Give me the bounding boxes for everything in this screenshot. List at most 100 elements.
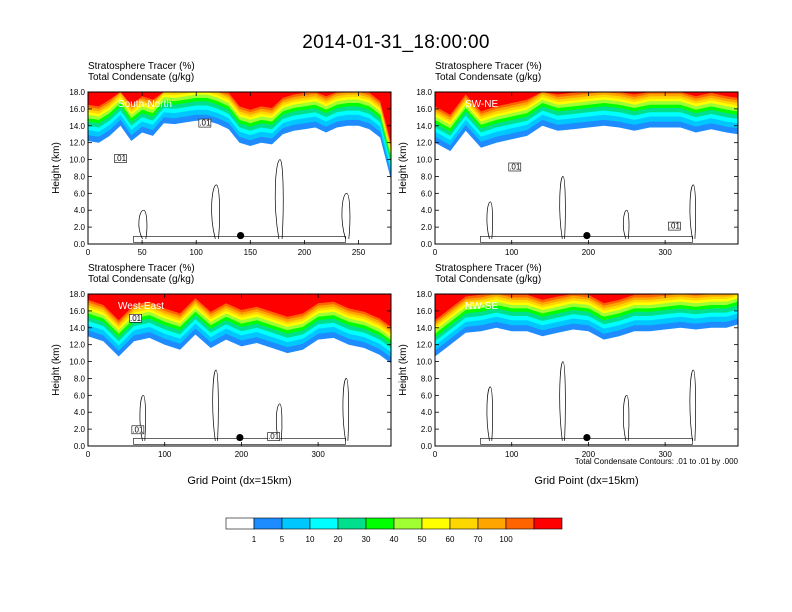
y-tick-label: 0.0 — [421, 240, 433, 249]
x-tick-label: 200 — [582, 450, 596, 459]
condensate-contour — [139, 394, 146, 441]
condensate-contour — [341, 192, 351, 240]
tracer-band — [435, 294, 738, 323]
contour-note: Total Condensate Contours: .01 to .01 by… — [575, 457, 739, 466]
plot-area: .01 .01 .01 West-East — [88, 294, 391, 446]
region-label: West-East — [118, 301, 164, 312]
condensate-contour — [211, 184, 220, 239]
colorbar-label: 30 — [362, 535, 371, 544]
x-tick-label: 0 — [433, 248, 438, 257]
condensate-contour — [486, 201, 493, 239]
y-tick-label: 10.0 — [69, 358, 85, 367]
y-tick-label: 18.0 — [416, 290, 432, 299]
y-tick-label: 0.0 — [74, 442, 86, 451]
y-tick-label: 8.0 — [74, 172, 86, 181]
x-tick-label: 150 — [244, 248, 258, 257]
panel-header-line: Total Condensate (g/kg) — [435, 274, 541, 285]
y-tick-label: 4.0 — [74, 206, 86, 215]
location-marker — [583, 231, 591, 240]
colorbar-swatch — [365, 517, 395, 530]
y-tick-label: 6.0 — [421, 391, 433, 400]
plot-area: .01 .01 SW-NE — [435, 92, 738, 244]
y-tick-label: 10.0 — [416, 156, 432, 165]
contour-label: .01 — [509, 163, 521, 172]
x-tick-label: 100 — [190, 248, 204, 257]
colorbar-swatch — [533, 517, 563, 530]
panel-header-line: Stratosphere Tracer (%) — [88, 61, 195, 72]
contour-label: .01 — [268, 432, 280, 441]
panel-header-line: Stratosphere Tracer (%) — [435, 263, 542, 274]
y-tick-label: 0.0 — [74, 240, 86, 249]
y-tick-label: 8.0 — [421, 374, 433, 383]
tracer-band — [88, 92, 391, 144]
x-tick-label: 200 — [582, 248, 596, 257]
condensate-contour — [689, 369, 697, 441]
x-tick-label: 100 — [505, 248, 519, 257]
plot-area: NW-SE — [435, 294, 738, 446]
colorbar-label: 5 — [280, 535, 285, 544]
panel-header-line: Total Condensate (g/kg) — [435, 72, 541, 83]
tracer-band — [435, 294, 738, 331]
colorbar-label: 40 — [390, 535, 399, 544]
y-tick-label: 10.0 — [69, 156, 85, 165]
plot-frame — [434, 91, 739, 245]
condensate-contour — [559, 176, 566, 239]
condensate-contour — [486, 386, 493, 441]
x-axis-label: Grid Point (dx=15km) — [187, 475, 291, 487]
contour-label-box — [129, 314, 142, 323]
y-tick-label: 10.0 — [416, 358, 432, 367]
contour-label-box — [508, 162, 522, 172]
colorbar-swatch — [309, 517, 339, 530]
x-tick-label: 100 — [158, 450, 172, 459]
y-tick-label: 6.0 — [74, 189, 86, 198]
x-tick-label: 250 — [352, 248, 366, 257]
y-tick-label: 6.0 — [421, 189, 433, 198]
contour-label-box — [114, 154, 127, 163]
y-tick-label: 4.0 — [421, 206, 433, 215]
condensate-contour — [689, 184, 697, 239]
tracer-band — [435, 92, 738, 115]
y-axis-label: Height (km) — [51, 344, 62, 396]
x-tick-label: 300 — [311, 450, 325, 459]
colorbar-label: 100 — [499, 535, 513, 544]
contour-label: .01 — [669, 222, 681, 231]
y-tick-label: 4.0 — [74, 408, 86, 417]
colorbar-swatch — [449, 517, 479, 530]
y-tick-label: 2.0 — [421, 425, 433, 434]
panel-nw-se: Stratosphere Tracer (%)Total Condensate … — [398, 263, 739, 487]
location-marker — [583, 433, 591, 442]
x-tick-label: 100 — [505, 450, 519, 459]
x-tick-label: 0 — [433, 450, 438, 459]
x-axis-label: Grid Point (dx=15km) — [534, 475, 638, 487]
tracer-band — [88, 92, 391, 165]
y-tick-label: 18.0 — [69, 88, 85, 97]
y-tick-label: 14.0 — [416, 122, 432, 131]
y-axis-label: Height (km) — [51, 142, 62, 194]
condensate-contour — [622, 394, 630, 441]
region-label: SW-NE — [465, 99, 498, 110]
colorbar-label: 10 — [306, 535, 315, 544]
plot-frame — [87, 91, 392, 245]
x-tick-label: 300 — [658, 450, 672, 459]
colorbar-swatch — [337, 517, 367, 530]
condensate-contour — [342, 378, 350, 441]
y-tick-label: 16.0 — [69, 105, 85, 114]
x-tick-label: 300 — [658, 248, 672, 257]
y-tick-label: 2.0 — [74, 223, 86, 232]
y-axis-label: Height (km) — [398, 142, 409, 194]
plot-frame — [434, 293, 739, 447]
location-marker — [236, 231, 245, 240]
y-tick-label: 6.0 — [74, 391, 86, 400]
contour-label: .01 — [130, 314, 142, 323]
tracer-band — [435, 294, 738, 321]
x-tick-label: 0 — [86, 450, 91, 459]
colorbar-swatch — [253, 517, 283, 530]
colorbar-label: 70 — [474, 535, 483, 544]
y-tick-label: 14.0 — [69, 324, 85, 333]
colorbar-swatch — [225, 517, 255, 530]
condensate-contour — [622, 209, 630, 240]
plot-frame — [87, 293, 392, 447]
panel-sw-ne: Stratosphere Tracer (%)Total Condensate … — [398, 61, 739, 257]
condensate-contour — [275, 403, 283, 441]
